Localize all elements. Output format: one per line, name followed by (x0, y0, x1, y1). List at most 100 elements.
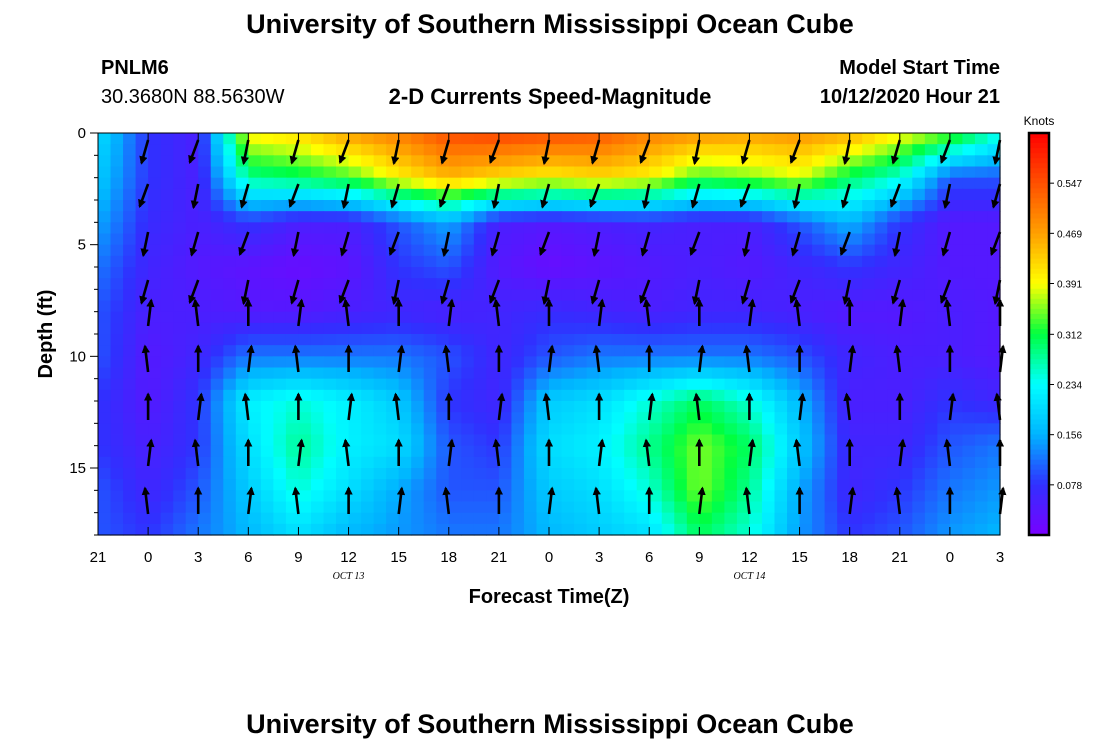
heatmap-cell (962, 512, 976, 525)
heatmap-cell (874, 479, 888, 491)
heatmap-cell (135, 367, 149, 380)
heatmap-cell (411, 334, 425, 346)
heatmap-cell (912, 501, 926, 514)
heatmap-cell (749, 244, 763, 257)
heatmap-cell (473, 501, 487, 514)
heatmap-cell (799, 501, 813, 514)
heatmap-cell (724, 188, 738, 201)
heatmap-cell (849, 401, 863, 413)
heatmap-cell (148, 311, 162, 324)
heatmap-cell (724, 244, 738, 257)
heatmap-cell (486, 523, 500, 536)
heatmap-cell (323, 155, 337, 168)
heatmap-cell (611, 211, 625, 223)
heatmap-cell (812, 278, 826, 290)
heatmap-cell (198, 177, 212, 190)
heatmap-cell (411, 188, 425, 201)
heatmap-cell (173, 512, 187, 525)
heatmap-cell (924, 222, 938, 235)
heatmap-cell (260, 267, 274, 279)
heatmap-cell (498, 401, 513, 413)
heatmap-cell (135, 490, 149, 503)
heatmap-cell (173, 200, 187, 212)
heatmap-cell (135, 445, 149, 458)
heatmap-cell (336, 512, 350, 525)
heatmap-cell (574, 200, 588, 212)
heatmap-cell (473, 412, 487, 424)
heatmap-cell (724, 456, 738, 469)
heatmap-cell (924, 144, 938, 156)
heatmap-cell (774, 188, 788, 201)
heatmap-cell (273, 255, 287, 268)
heatmap-cell (812, 188, 826, 201)
heatmap-cell (235, 501, 249, 514)
heatmap-cell (987, 144, 1001, 156)
heatmap-cell (974, 434, 989, 447)
heatmap-cell (561, 378, 575, 391)
heatmap-cell (636, 501, 650, 514)
heatmap-cell (774, 412, 788, 424)
heatmap-cell (549, 378, 563, 391)
heatmap-cell (561, 289, 575, 302)
heatmap-cell (98, 244, 112, 257)
station-id: PNLM6 (101, 57, 169, 79)
heatmap-cell (298, 378, 312, 391)
heatmap-cell (273, 445, 287, 458)
heatmap-cell (787, 267, 801, 279)
heatmap-cell (962, 501, 976, 514)
heatmap-cell (611, 289, 625, 302)
heatmap-cell (749, 423, 763, 436)
current-arrow (792, 183, 801, 210)
heatmap-cell (386, 334, 400, 346)
heatmap-cell (536, 188, 550, 201)
x-tick-label: 3 (595, 549, 603, 566)
heatmap-cell (285, 389, 300, 402)
heatmap-cell (160, 255, 174, 268)
heatmap-cell (310, 144, 325, 156)
heatmap-cell (987, 211, 1001, 223)
heatmap-cell (962, 412, 976, 424)
heatmap-cell (523, 334, 538, 346)
heatmap-cell (423, 501, 437, 514)
heatmap-cell (749, 345, 763, 357)
heatmap-cell (135, 144, 149, 156)
heatmap-cell (448, 378, 462, 391)
heatmap-cell (574, 334, 588, 346)
current-arrow (790, 231, 801, 257)
heatmap-cell (862, 322, 876, 335)
heatmap-cell (411, 133, 425, 145)
heatmap-cell (511, 278, 525, 290)
heatmap-cell (699, 200, 713, 212)
heatmap-cell (724, 155, 738, 168)
heatmap-cell (185, 267, 199, 279)
heatmap-cell (561, 389, 575, 402)
colorbar-swatch (1029, 178, 1049, 184)
heatmap-cell (536, 501, 550, 514)
heatmap-cell (173, 479, 187, 491)
heatmap-cell (110, 445, 124, 458)
heatmap-cell (123, 523, 137, 536)
heatmap-cell (536, 177, 550, 190)
heatmap-cell (248, 267, 262, 279)
heatmap-cell (674, 401, 688, 413)
colorbar-swatch (1029, 143, 1049, 149)
heatmap-cell (849, 423, 863, 436)
heatmap-cell (549, 434, 563, 447)
heatmap-cell (724, 233, 738, 246)
heatmap-cell (373, 311, 387, 324)
heatmap-cell (812, 133, 826, 145)
heatmap-cell (674, 244, 688, 257)
current-arrow (239, 183, 250, 209)
heatmap-cell (386, 166, 400, 179)
heatmap-cell (924, 367, 938, 380)
heatmap-cell (674, 166, 688, 179)
heatmap-cell (98, 278, 112, 290)
heatmap-cell (586, 188, 600, 201)
heatmap-cell (962, 289, 976, 302)
heatmap-cell (899, 166, 913, 179)
heatmap-cell (661, 322, 675, 335)
heatmap-cell (799, 289, 813, 302)
heatmap-cell (987, 222, 1001, 235)
heatmap-cell (160, 468, 174, 480)
